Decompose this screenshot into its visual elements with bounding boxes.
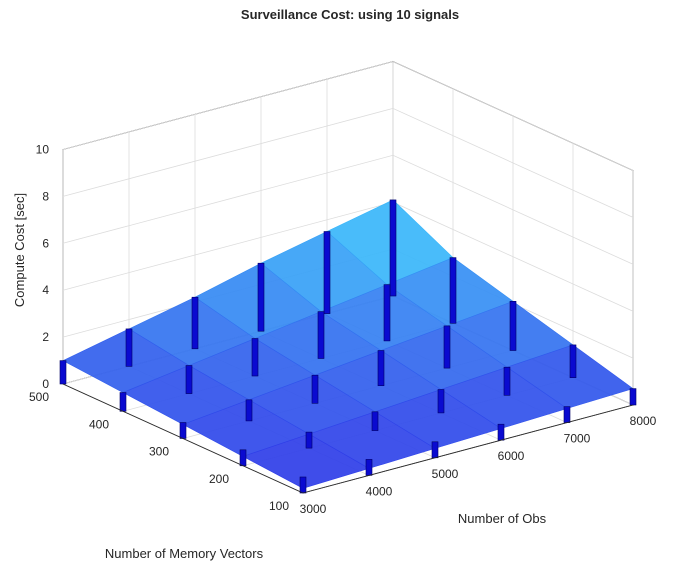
data-bar xyxy=(179,422,187,439)
x-tick-label: 5000 xyxy=(432,467,459,481)
data-bar xyxy=(371,411,379,431)
x-tick-label: 7000 xyxy=(564,432,591,446)
data-bar xyxy=(389,199,397,297)
y-tick-label: 500 xyxy=(29,390,49,404)
data-bar xyxy=(317,311,325,359)
z-tick-label: 4 xyxy=(42,283,49,297)
y-tick-label: 400 xyxy=(89,417,109,431)
x-tick-label: 3000 xyxy=(300,502,327,516)
y-tick-label: 200 xyxy=(209,472,229,486)
data-bar xyxy=(245,399,253,422)
data-bar xyxy=(431,441,439,459)
data-bar xyxy=(569,344,577,378)
x-axis-label: Number of Obs xyxy=(458,511,547,526)
data-bar xyxy=(239,449,247,467)
data-bar xyxy=(311,374,319,404)
data-bar xyxy=(257,262,265,332)
z-tick-label: 2 xyxy=(42,330,49,344)
data-bar xyxy=(449,257,457,324)
data-bar xyxy=(377,350,385,387)
data-bar xyxy=(305,431,313,449)
data-bar xyxy=(629,388,637,406)
x-tick-label: 6000 xyxy=(498,449,525,463)
z-axis-label: Compute Cost [sec] xyxy=(12,193,27,307)
z-tick-label: 10 xyxy=(36,143,50,157)
x-tick-label: 8000 xyxy=(630,414,657,428)
z-tick-label: 6 xyxy=(42,236,49,250)
data-bar xyxy=(437,389,445,414)
data-bar xyxy=(191,296,199,350)
data-bar xyxy=(185,365,193,394)
data-bar xyxy=(497,423,505,441)
data-bar xyxy=(119,392,127,412)
z-tick-label: 8 xyxy=(42,189,49,203)
data-bar xyxy=(365,459,373,476)
data-bar xyxy=(251,338,259,377)
x-tick-label: 4000 xyxy=(366,484,393,498)
y-axis-line xyxy=(62,383,304,494)
y-tick-label: 100 xyxy=(269,499,289,513)
y-axis-label: Number of Memory Vectors xyxy=(105,546,264,561)
data-bar xyxy=(59,360,67,385)
data-bar xyxy=(125,328,133,367)
x-axis-line xyxy=(302,404,634,494)
data-bar xyxy=(323,231,331,314)
data-bar xyxy=(509,300,517,351)
data-bar xyxy=(443,325,451,369)
chart-title: Surveillance Cost: using 10 signals xyxy=(241,7,459,22)
z-tick-label: 0 xyxy=(42,377,49,391)
data-bar xyxy=(503,366,511,396)
data-bar xyxy=(383,284,391,342)
y-tick-label: 300 xyxy=(149,445,169,459)
data-bar xyxy=(299,476,307,494)
data-bar xyxy=(563,406,571,423)
